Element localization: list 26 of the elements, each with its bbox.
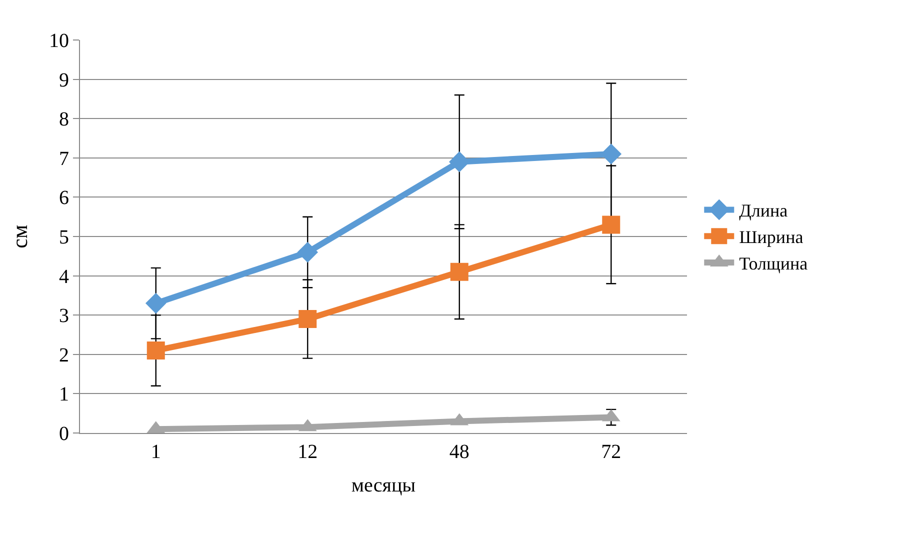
point (450, 262, 468, 281)
y-tick-label: 6 (59, 187, 69, 210)
y-tick-label: 8 (59, 108, 69, 131)
x-tick-label: 1 (150, 441, 161, 463)
point (297, 242, 318, 263)
point (145, 292, 166, 314)
x-tick-label: 48 (449, 441, 470, 463)
y-tick-label: 7 (59, 148, 69, 170)
y-tick-label: 4 (59, 266, 69, 288)
legend-label: Толщина (739, 254, 808, 274)
legend-label: Ширина (739, 227, 804, 248)
y-tick-label: 9 (59, 69, 69, 92)
y-tick-label: 10 (49, 30, 69, 52)
x-tick-label: 12 (298, 441, 318, 463)
point (602, 216, 620, 234)
y-tick-label: 5 (59, 226, 69, 248)
y-tick-label: 0 (59, 423, 69, 445)
x-axis-title: месяцы (351, 474, 416, 496)
legend-label: Длина (739, 200, 788, 221)
x-tick-label: 72 (601, 441, 622, 463)
y-tick-label: 2 (59, 344, 69, 366)
y-tick-label: 1 (59, 384, 69, 406)
y-tick-label: 3 (59, 305, 69, 328)
point (298, 310, 317, 328)
y-axis-title: см (6, 224, 32, 248)
point (146, 341, 165, 360)
